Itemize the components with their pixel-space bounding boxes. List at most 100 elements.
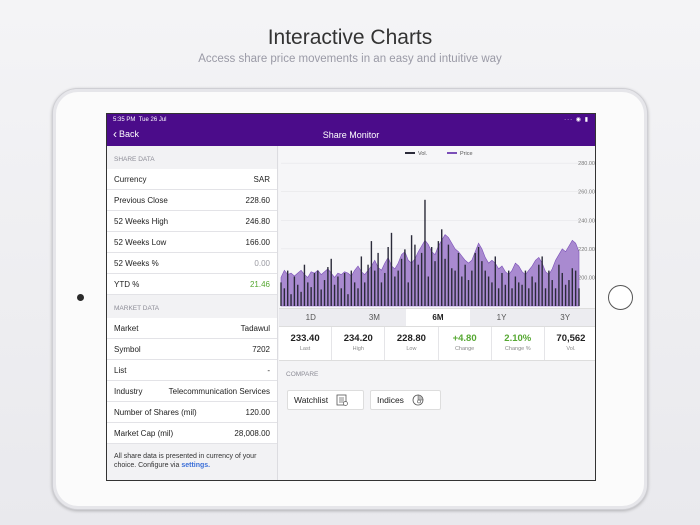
volume-bar	[461, 276, 463, 306]
price-chart[interactable]: 280.00 260.00 240.00 220.00 200.00 Vol. Price	[279, 146, 595, 308]
volume-bar	[534, 282, 537, 306]
row-value: 28,008.00	[234, 428, 270, 438]
volume-bar	[407, 282, 409, 306]
y-tick-label: 280.00	[578, 161, 595, 167]
volume-bar	[320, 289, 322, 306]
row-industry: Industry Telecommunication Services	[107, 381, 277, 402]
row-symbol: Symbol 7202	[107, 339, 277, 360]
volume-bar	[454, 270, 456, 306]
stat-high: 234.20 High	[332, 327, 386, 360]
row-value: 0.00	[254, 258, 270, 268]
volume-bar	[427, 276, 430, 306]
tab-6m[interactable]: 6M	[406, 309, 470, 326]
volume-bar	[287, 270, 289, 306]
stat-label: Vol.	[566, 346, 576, 352]
price-series	[280, 234, 580, 307]
volume-bar	[357, 288, 359, 306]
row-label: YTD %	[114, 279, 140, 289]
volume-bar	[297, 284, 299, 306]
tab-1y[interactable]: 1Y	[496, 313, 507, 322]
row-ytd: YTD % 21.46	[107, 274, 277, 295]
back-button[interactable]: ‹ Back	[113, 128, 140, 140]
volume-bar	[370, 241, 373, 306]
volume-bar	[300, 291, 302, 306]
range-tabs: 1D 3M 6M 1Y 3Y	[279, 308, 595, 327]
volume-bar	[481, 261, 483, 306]
row-label: Industry	[114, 386, 143, 396]
y-tick-label: 200.00	[578, 275, 595, 281]
volume-bar	[524, 270, 527, 306]
row-value: 166.00	[245, 237, 270, 247]
volume-bar	[518, 282, 520, 306]
row-label: 52 Weeks Low	[114, 237, 167, 247]
market-data-heading: MARKET DATA	[114, 305, 160, 312]
stat-last: 233.40 Last	[279, 327, 333, 360]
tab-3y[interactable]: 3Y	[560, 313, 571, 322]
home-button[interactable]	[608, 285, 633, 310]
volume-bar	[430, 247, 433, 306]
volume-bar	[390, 232, 393, 306]
stat-value: 2.10%	[504, 333, 532, 344]
note-text: All share data is presented in currency …	[114, 453, 257, 469]
status-time: 5:35 PM	[113, 116, 136, 123]
settings-link[interactable]: settings.	[181, 462, 211, 469]
row-value: 246.80	[245, 216, 270, 226]
stat-label: Low	[406, 346, 417, 352]
row-market: Market Tadawul	[107, 318, 277, 339]
tab-1d[interactable]: 1D	[305, 313, 316, 322]
volume-bar	[374, 270, 376, 306]
volume-bar	[283, 288, 286, 306]
y-tick-label: 240.00	[578, 218, 595, 224]
app-screen: 5:35 PM Tue 26 Jul ··· ◉ ▮ ‹ Back Share …	[106, 113, 596, 481]
stat-value: 228.80	[396, 333, 426, 344]
back-label: Back	[119, 129, 140, 139]
volume-bar	[528, 288, 530, 306]
volume-bar	[313, 272, 316, 306]
legend-label: Price	[460, 151, 473, 157]
subheadline: Access share price movements in an easy …	[198, 53, 502, 65]
volume-bar	[347, 294, 349, 306]
row-value: Tadawul	[240, 323, 270, 333]
row-value: Telecommunication Services	[168, 386, 270, 396]
y-tick-label: 260.00	[578, 190, 595, 196]
status-date: Tue 26 Jul	[138, 116, 167, 123]
volume-bar	[447, 244, 450, 306]
volume-bar	[474, 252, 476, 306]
volume-bar	[578, 288, 580, 306]
volume-bar	[497, 288, 500, 306]
volume-bar	[467, 280, 470, 306]
row-label: List	[114, 365, 127, 375]
volume-bar	[380, 282, 383, 306]
row-label: Symbol	[114, 344, 141, 354]
watchlist-label: Watchlist	[294, 395, 329, 405]
compare-heading: COMPARE	[286, 371, 319, 378]
volume-bar	[561, 272, 563, 306]
volume-bar	[477, 247, 480, 306]
nav-title: Share Monitor	[322, 130, 380, 140]
volume-bar	[377, 252, 379, 306]
tablet-frame: 5:35 PM Tue 26 Jul ··· ◉ ▮ ‹ Back Share …	[52, 88, 648, 510]
volume-bar	[464, 264, 466, 306]
volume-bar	[531, 276, 533, 306]
volume-bar	[441, 229, 443, 306]
details-panel: SHARE DATA Currency SAR Previous Close 228.…	[107, 146, 278, 480]
volume-bar	[568, 280, 570, 306]
volume-bar	[521, 284, 523, 306]
volume-bar	[353, 282, 356, 306]
volume-bar	[400, 258, 403, 306]
camera-dot	[77, 294, 84, 301]
volume-bar	[330, 258, 332, 306]
volume-bar	[564, 284, 567, 306]
watchlist-icon	[336, 394, 349, 406]
watchlist-button[interactable]: Watchlist	[287, 390, 364, 410]
volume-bar	[501, 272, 503, 306]
volume-bar	[364, 282, 366, 306]
volume-bar	[437, 241, 440, 306]
indices-button[interactable]: Indices	[370, 390, 441, 410]
volume-bar	[514, 276, 517, 306]
volume-bar	[551, 280, 553, 306]
volume-bar	[384, 272, 386, 306]
tab-3m[interactable]: 3M	[368, 313, 380, 322]
row-value: SAR	[253, 174, 270, 184]
